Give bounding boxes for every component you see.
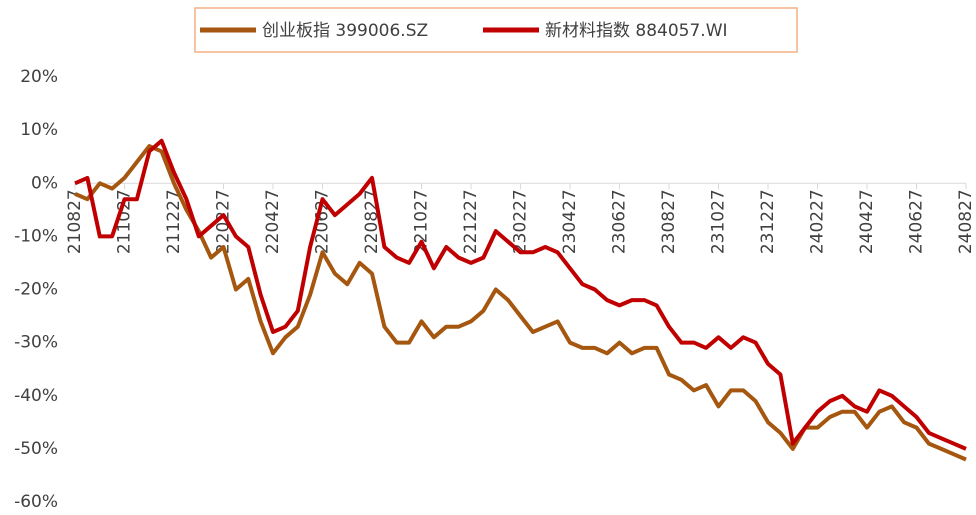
- x-tick-label: 240427: [857, 189, 877, 254]
- x-tick-label: 220427: [263, 189, 283, 254]
- x-tick-label: 221227: [461, 189, 481, 254]
- y-tick-label: -20%: [14, 280, 58, 300]
- y-tick-label: -10%: [14, 226, 58, 246]
- y-tick-label: 20%: [20, 67, 58, 87]
- x-tick-label: 221027: [412, 189, 432, 254]
- x-tick-label: 230627: [610, 189, 630, 254]
- y-tick-label: 10%: [20, 120, 58, 140]
- x-tick-label: 231027: [709, 189, 729, 254]
- x-tick-label: 210827: [65, 189, 85, 254]
- y-tick-label: -60%: [14, 492, 58, 511]
- x-tick-label: 230827: [659, 189, 679, 254]
- series-line: [74, 144, 967, 462]
- x-tick-label: 230227: [511, 189, 531, 254]
- x-tick-label: 231227: [758, 189, 778, 254]
- legend-label: 创业板指 399006.SZ: [262, 21, 428, 41]
- x-tick-label: 240827: [956, 189, 976, 254]
- x-tick-label: 230427: [560, 189, 580, 254]
- y-tick-label: -50%: [14, 439, 58, 459]
- x-tick-label: 211227: [164, 189, 184, 254]
- x-tick-label: 211027: [115, 189, 135, 254]
- x-tick-label: 220227: [214, 189, 234, 254]
- legend-label: 新材料指数 884057.WI: [545, 21, 728, 41]
- series-line: [74, 138, 967, 451]
- x-tick-label: 240627: [907, 189, 927, 254]
- x-tick-label: 240227: [808, 189, 828, 254]
- y-tick-label: 0%: [31, 173, 58, 193]
- y-tick-label: -30%: [14, 333, 58, 353]
- y-tick-label: -40%: [14, 386, 58, 406]
